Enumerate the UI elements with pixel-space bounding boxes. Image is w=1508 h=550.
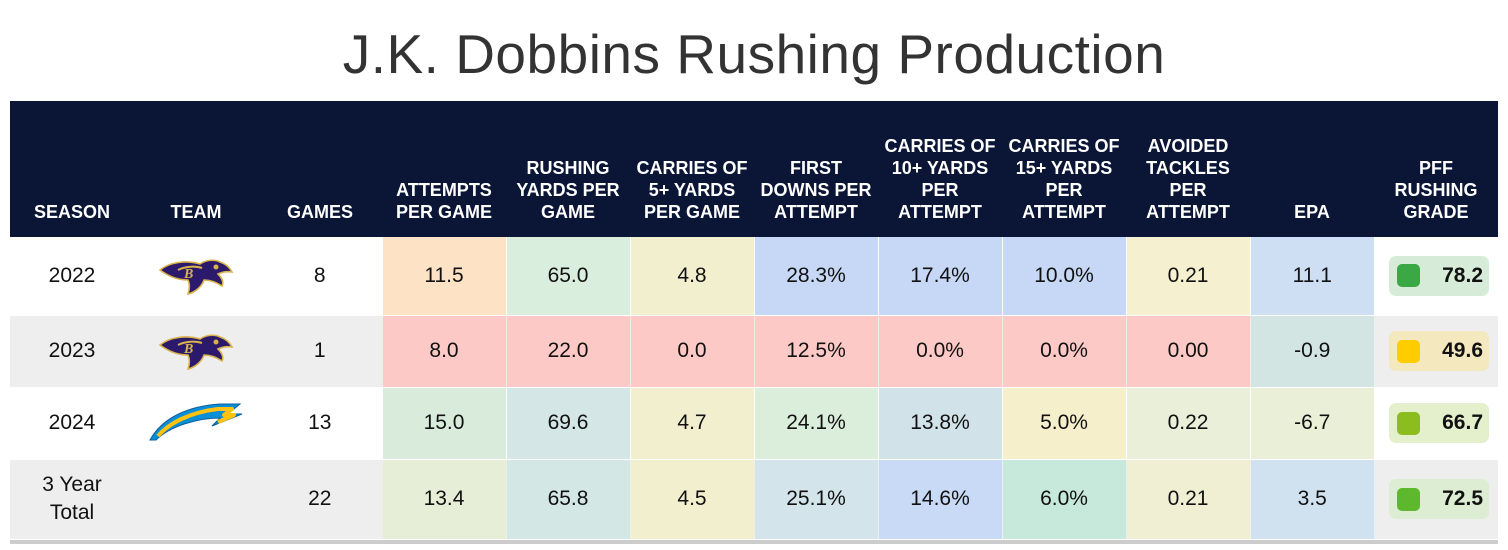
stat-cell: 65.0 bbox=[505, 237, 630, 316]
chargers-bolt-logo-icon bbox=[149, 403, 243, 441]
grade-color-indicator bbox=[1397, 264, 1420, 288]
stat-cell: 4.5 bbox=[629, 459, 754, 540]
stat-cell: 22.0 bbox=[505, 315, 630, 388]
stats-table: SEASON TEAM GAMES ATTEMPTS PER GAME RUSHING … bbox=[10, 101, 1498, 540]
ravens-logo-icon: B bbox=[158, 334, 234, 371]
grade-value: 72.5 bbox=[1442, 487, 1483, 510]
svg-text:B: B bbox=[183, 267, 193, 282]
table-row: 3 Year Total 22 13.4 65.8 4.5 25.1% 14.6% 6.0% 0… bbox=[10, 459, 1498, 540]
column-header-avoided-tackles-per-attempt[interactable]: AVOIDED TACKLES PER ATTEMPT bbox=[1146, 136, 1230, 222]
team-logo-cell: B bbox=[134, 315, 258, 388]
grade-value: 66.7 bbox=[1442, 411, 1483, 434]
column-header-season[interactable]: SEASON bbox=[33, 202, 111, 222]
stat-cell: 0.0% bbox=[877, 315, 1002, 388]
stat-cell: 0.0 bbox=[629, 315, 754, 388]
column-header-rushing-yards-per-game[interactable]: RUSHING YARDS PER GAME bbox=[516, 158, 620, 222]
column-header-epa[interactable]: EPA bbox=[1294, 202, 1330, 222]
column-header-pff-rushing-grade[interactable]: PFF RUSHING GRADE bbox=[1394, 158, 1478, 222]
column-header-attempts-per-game[interactable]: ATTEMPTS PER GAME bbox=[395, 180, 492, 222]
stat-cell: 0.22 bbox=[1125, 387, 1250, 460]
grade-badge: 66.7 bbox=[1389, 403, 1489, 443]
stat-cell: 24.1% bbox=[753, 387, 878, 460]
page-title: J.K. Dobbins Rushing Production bbox=[342, 23, 1166, 85]
header-row: SEASON TEAM GAMES ATTEMPTS PER GAME RUSHING … bbox=[10, 101, 1498, 237]
stat-cell: 15.0 bbox=[381, 387, 506, 460]
stat-cell: 12.5% bbox=[753, 315, 878, 388]
stat-cell: 8.0 bbox=[381, 315, 506, 388]
stat-cell: 6.0% bbox=[1001, 459, 1126, 540]
pff-grade-cell: 66.7 bbox=[1374, 387, 1498, 460]
stat-cell: 0.21 bbox=[1125, 237, 1250, 316]
games-cell: 13 bbox=[258, 387, 382, 460]
stat-cell: 3.5 bbox=[1249, 459, 1374, 540]
pff-grade-cell: 78.2 bbox=[1374, 237, 1498, 316]
stat-cell: 14.6% bbox=[877, 459, 1002, 540]
team-logo-cell bbox=[134, 459, 258, 540]
grade-value: 78.2 bbox=[1442, 263, 1483, 287]
pff-grade-cell: 72.5 bbox=[1374, 459, 1498, 540]
team-logo-cell: B bbox=[134, 237, 258, 316]
stat-cell: 10.0% bbox=[1001, 237, 1126, 316]
table-header: SEASON TEAM GAMES ATTEMPTS PER GAME RUSHING … bbox=[10, 101, 1498, 237]
column-header-carries-of-5-yards-per-game[interactable]: CARRIES OF 5+ YARDS PER GAME bbox=[636, 158, 748, 222]
table-bottom-divider bbox=[10, 540, 1498, 544]
stat-cell: 17.4% bbox=[877, 237, 1002, 316]
games-cell: 1 bbox=[258, 315, 382, 388]
stat-cell: -0.9 bbox=[1249, 315, 1374, 388]
stat-cell: 0.00 bbox=[1125, 315, 1250, 388]
stat-cell: 0.0% bbox=[1001, 315, 1126, 388]
column-header-carries-of-15-yards-per-attempt[interactable]: CARRIES OF 15+ YARDS PER ATTEMPT bbox=[1008, 136, 1120, 222]
games-cell: 22 bbox=[258, 459, 382, 540]
games-cell: 8 bbox=[258, 237, 382, 316]
table-row: 2024 13 15.0 69.6 4.7 24.1% 13.8% 5.0% 0.22 -6.7… bbox=[10, 387, 1498, 460]
grade-badge: 49.6 bbox=[1389, 331, 1489, 371]
column-header-team[interactable]: TEAM bbox=[170, 202, 222, 222]
pff-grade-cell: 49.6 bbox=[1374, 315, 1498, 388]
team-logo-cell bbox=[134, 387, 258, 460]
ravens-logo-icon: B bbox=[158, 259, 234, 295]
stat-cell: 69.6 bbox=[505, 387, 630, 460]
grade-badge: 72.5 bbox=[1389, 479, 1489, 519]
svg-text:B: B bbox=[183, 342, 193, 357]
stat-cell: 25.1% bbox=[753, 459, 878, 540]
season-cell: 3 Year Total bbox=[10, 459, 134, 540]
stat-cell: 11.5 bbox=[381, 237, 506, 316]
column-header-first-downs-per-attempt[interactable]: FIRST DOWNS PER ATTEMPT bbox=[760, 158, 872, 222]
grade-color-indicator bbox=[1397, 487, 1420, 511]
table-body: 2022 B 8 11.5 65.0 4.8 28.3% 17.4% 10.0% 0.21 11… bbox=[10, 237, 1498, 540]
stat-cell: 28.3% bbox=[753, 237, 878, 316]
season-cell: 2022 bbox=[10, 237, 134, 316]
table-row: 2022 B 8 11.5 65.0 4.8 28.3% 17.4% 10.0% 0.21 11… bbox=[10, 237, 1498, 316]
stat-cell: 4.8 bbox=[629, 237, 754, 316]
table-row: 2023 B 1 8.0 22.0 0.0 12.5% 0.0% 0.0% 0.00 -0.9 4… bbox=[10, 315, 1498, 388]
stat-cell: -6.7 bbox=[1249, 387, 1374, 460]
stat-cell: 0.21 bbox=[1125, 459, 1250, 540]
grade-badge: 78.2 bbox=[1389, 255, 1489, 296]
stat-cell: 11.1 bbox=[1249, 237, 1374, 316]
stat-cell: 4.7 bbox=[629, 387, 754, 460]
column-header-carries-of-10-yards-per-attempt[interactable]: CARRIES OF 10+ YARDS PER ATTEMPT bbox=[884, 136, 996, 222]
grade-color-indicator bbox=[1397, 411, 1420, 435]
stat-cell: 13.4 bbox=[381, 459, 506, 540]
stat-cell: 65.8 bbox=[505, 459, 630, 540]
grade-color-indicator bbox=[1397, 339, 1420, 363]
grade-value: 49.6 bbox=[1442, 339, 1483, 362]
stat-cell: 13.8% bbox=[877, 387, 1002, 460]
season-cell: 2023 bbox=[10, 315, 134, 388]
stat-cell: 5.0% bbox=[1001, 387, 1126, 460]
season-cell: 2024 bbox=[10, 387, 134, 460]
column-header-games[interactable]: GAMES bbox=[286, 202, 353, 222]
